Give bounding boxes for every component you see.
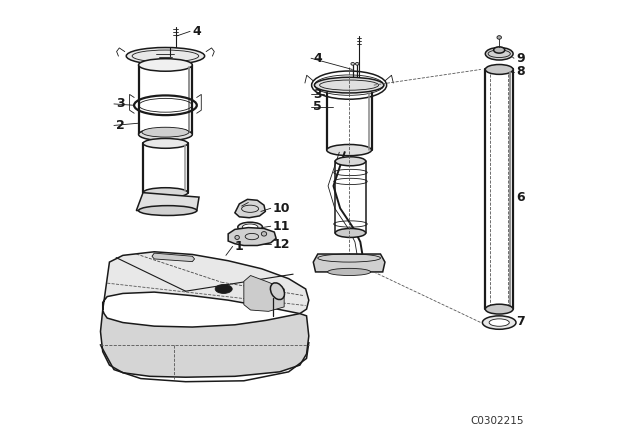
Text: 6: 6	[516, 190, 525, 204]
Polygon shape	[228, 228, 276, 246]
Ellipse shape	[243, 224, 258, 230]
Text: 2: 2	[116, 119, 125, 132]
Polygon shape	[152, 253, 195, 262]
Text: 3: 3	[116, 97, 125, 111]
Ellipse shape	[485, 304, 513, 314]
Ellipse shape	[270, 283, 285, 300]
Ellipse shape	[497, 36, 502, 39]
Polygon shape	[235, 199, 266, 218]
Ellipse shape	[215, 284, 232, 293]
Polygon shape	[244, 276, 284, 311]
Text: 8: 8	[516, 65, 525, 78]
Text: 4: 4	[192, 25, 201, 38]
Text: 4: 4	[314, 52, 322, 65]
Ellipse shape	[489, 319, 509, 326]
Polygon shape	[100, 310, 309, 377]
Ellipse shape	[235, 236, 239, 239]
Ellipse shape	[493, 47, 505, 53]
Ellipse shape	[355, 62, 359, 65]
Ellipse shape	[351, 62, 355, 65]
Ellipse shape	[314, 78, 384, 93]
Text: 7: 7	[516, 315, 525, 328]
Polygon shape	[136, 193, 199, 211]
Ellipse shape	[261, 232, 267, 236]
Ellipse shape	[139, 206, 197, 215]
Text: 1: 1	[235, 240, 244, 253]
Ellipse shape	[142, 127, 189, 137]
Text: 3: 3	[314, 87, 322, 101]
Text: 9: 9	[516, 52, 525, 65]
Ellipse shape	[327, 144, 371, 156]
Text: 11: 11	[273, 220, 291, 233]
Ellipse shape	[335, 228, 365, 237]
Ellipse shape	[328, 268, 371, 276]
Ellipse shape	[485, 47, 513, 60]
Ellipse shape	[143, 138, 188, 148]
Text: 12: 12	[273, 237, 291, 251]
Ellipse shape	[139, 59, 192, 71]
Ellipse shape	[483, 316, 516, 329]
Text: 10: 10	[273, 202, 291, 215]
Text: C0302215: C0302215	[470, 416, 524, 426]
Polygon shape	[103, 252, 309, 314]
Text: 5: 5	[314, 100, 322, 113]
Ellipse shape	[143, 188, 188, 198]
Ellipse shape	[485, 65, 513, 74]
Ellipse shape	[335, 157, 365, 166]
Ellipse shape	[238, 222, 262, 232]
Ellipse shape	[139, 128, 192, 141]
Ellipse shape	[126, 47, 205, 65]
Polygon shape	[314, 254, 385, 272]
